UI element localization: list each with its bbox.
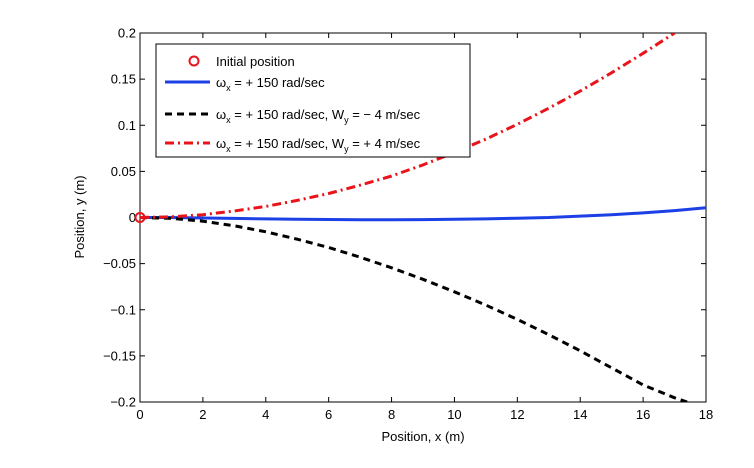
x-tick-label: 4 (262, 407, 269, 422)
y-tick-label: 0.1 (118, 118, 136, 133)
series-2-line (140, 216, 688, 402)
initial-position-marker (134, 212, 146, 223)
y-tick-label: 0.15 (111, 72, 136, 87)
marker-layer (134, 212, 146, 223)
x-tick-labels: 0 2 4 6 8 10 12 14 16 18 (136, 407, 713, 422)
series-layer (140, 33, 706, 402)
legend-label-series-3: ωx = + 150 rad/sec, Wy = + 4 m/sec (216, 136, 421, 154)
y-tick-label: −0.2 (110, 395, 136, 410)
x-tick-label: 14 (573, 407, 587, 422)
x-tick-label: 6 (325, 407, 332, 422)
y-tick-labels: −0.2 −0.15 −0.1 −0.05 0 0.05 0.1 0.15 0.2 (103, 26, 136, 410)
y-axis-label: Position, y (m) (72, 175, 87, 258)
y-tick-label: 0.2 (118, 26, 136, 41)
x-tick-label: 0 (136, 407, 143, 422)
x-tick-label: 16 (636, 407, 650, 422)
x-tick-label: 10 (447, 407, 461, 422)
legend-box (155, 43, 471, 158)
y-tick-label: 0.05 (111, 164, 136, 179)
tick-marks (139, 32, 707, 403)
y-tick-label: −0.1 (110, 302, 136, 317)
legend: Initial position ωx = + 150 rad/sec ωx =… (155, 43, 471, 158)
x-tick-label: 8 (388, 407, 395, 422)
legend-label-series-1: ωx = + 150 rad/sec (216, 75, 325, 93)
y-tick-label: −0.15 (103, 348, 136, 363)
y-tick-label: 0 (129, 210, 136, 225)
x-tick-label: 2 (199, 407, 206, 422)
x-tick-label: 12 (510, 407, 524, 422)
series-3-line (140, 33, 676, 219)
legend-initial-position-label: Initial position (216, 54, 295, 69)
y-tick-label: −0.05 (103, 256, 136, 271)
x-tick-label: 18 (699, 407, 713, 422)
legend-label-series-2: ωx = + 150 rad/sec, Wy = − 4 m/sec (216, 107, 421, 125)
legend-initial-position-marker (188, 55, 200, 67)
x-axis-label: Position, x (m) (381, 429, 464, 444)
series-1-line (140, 206, 706, 222)
